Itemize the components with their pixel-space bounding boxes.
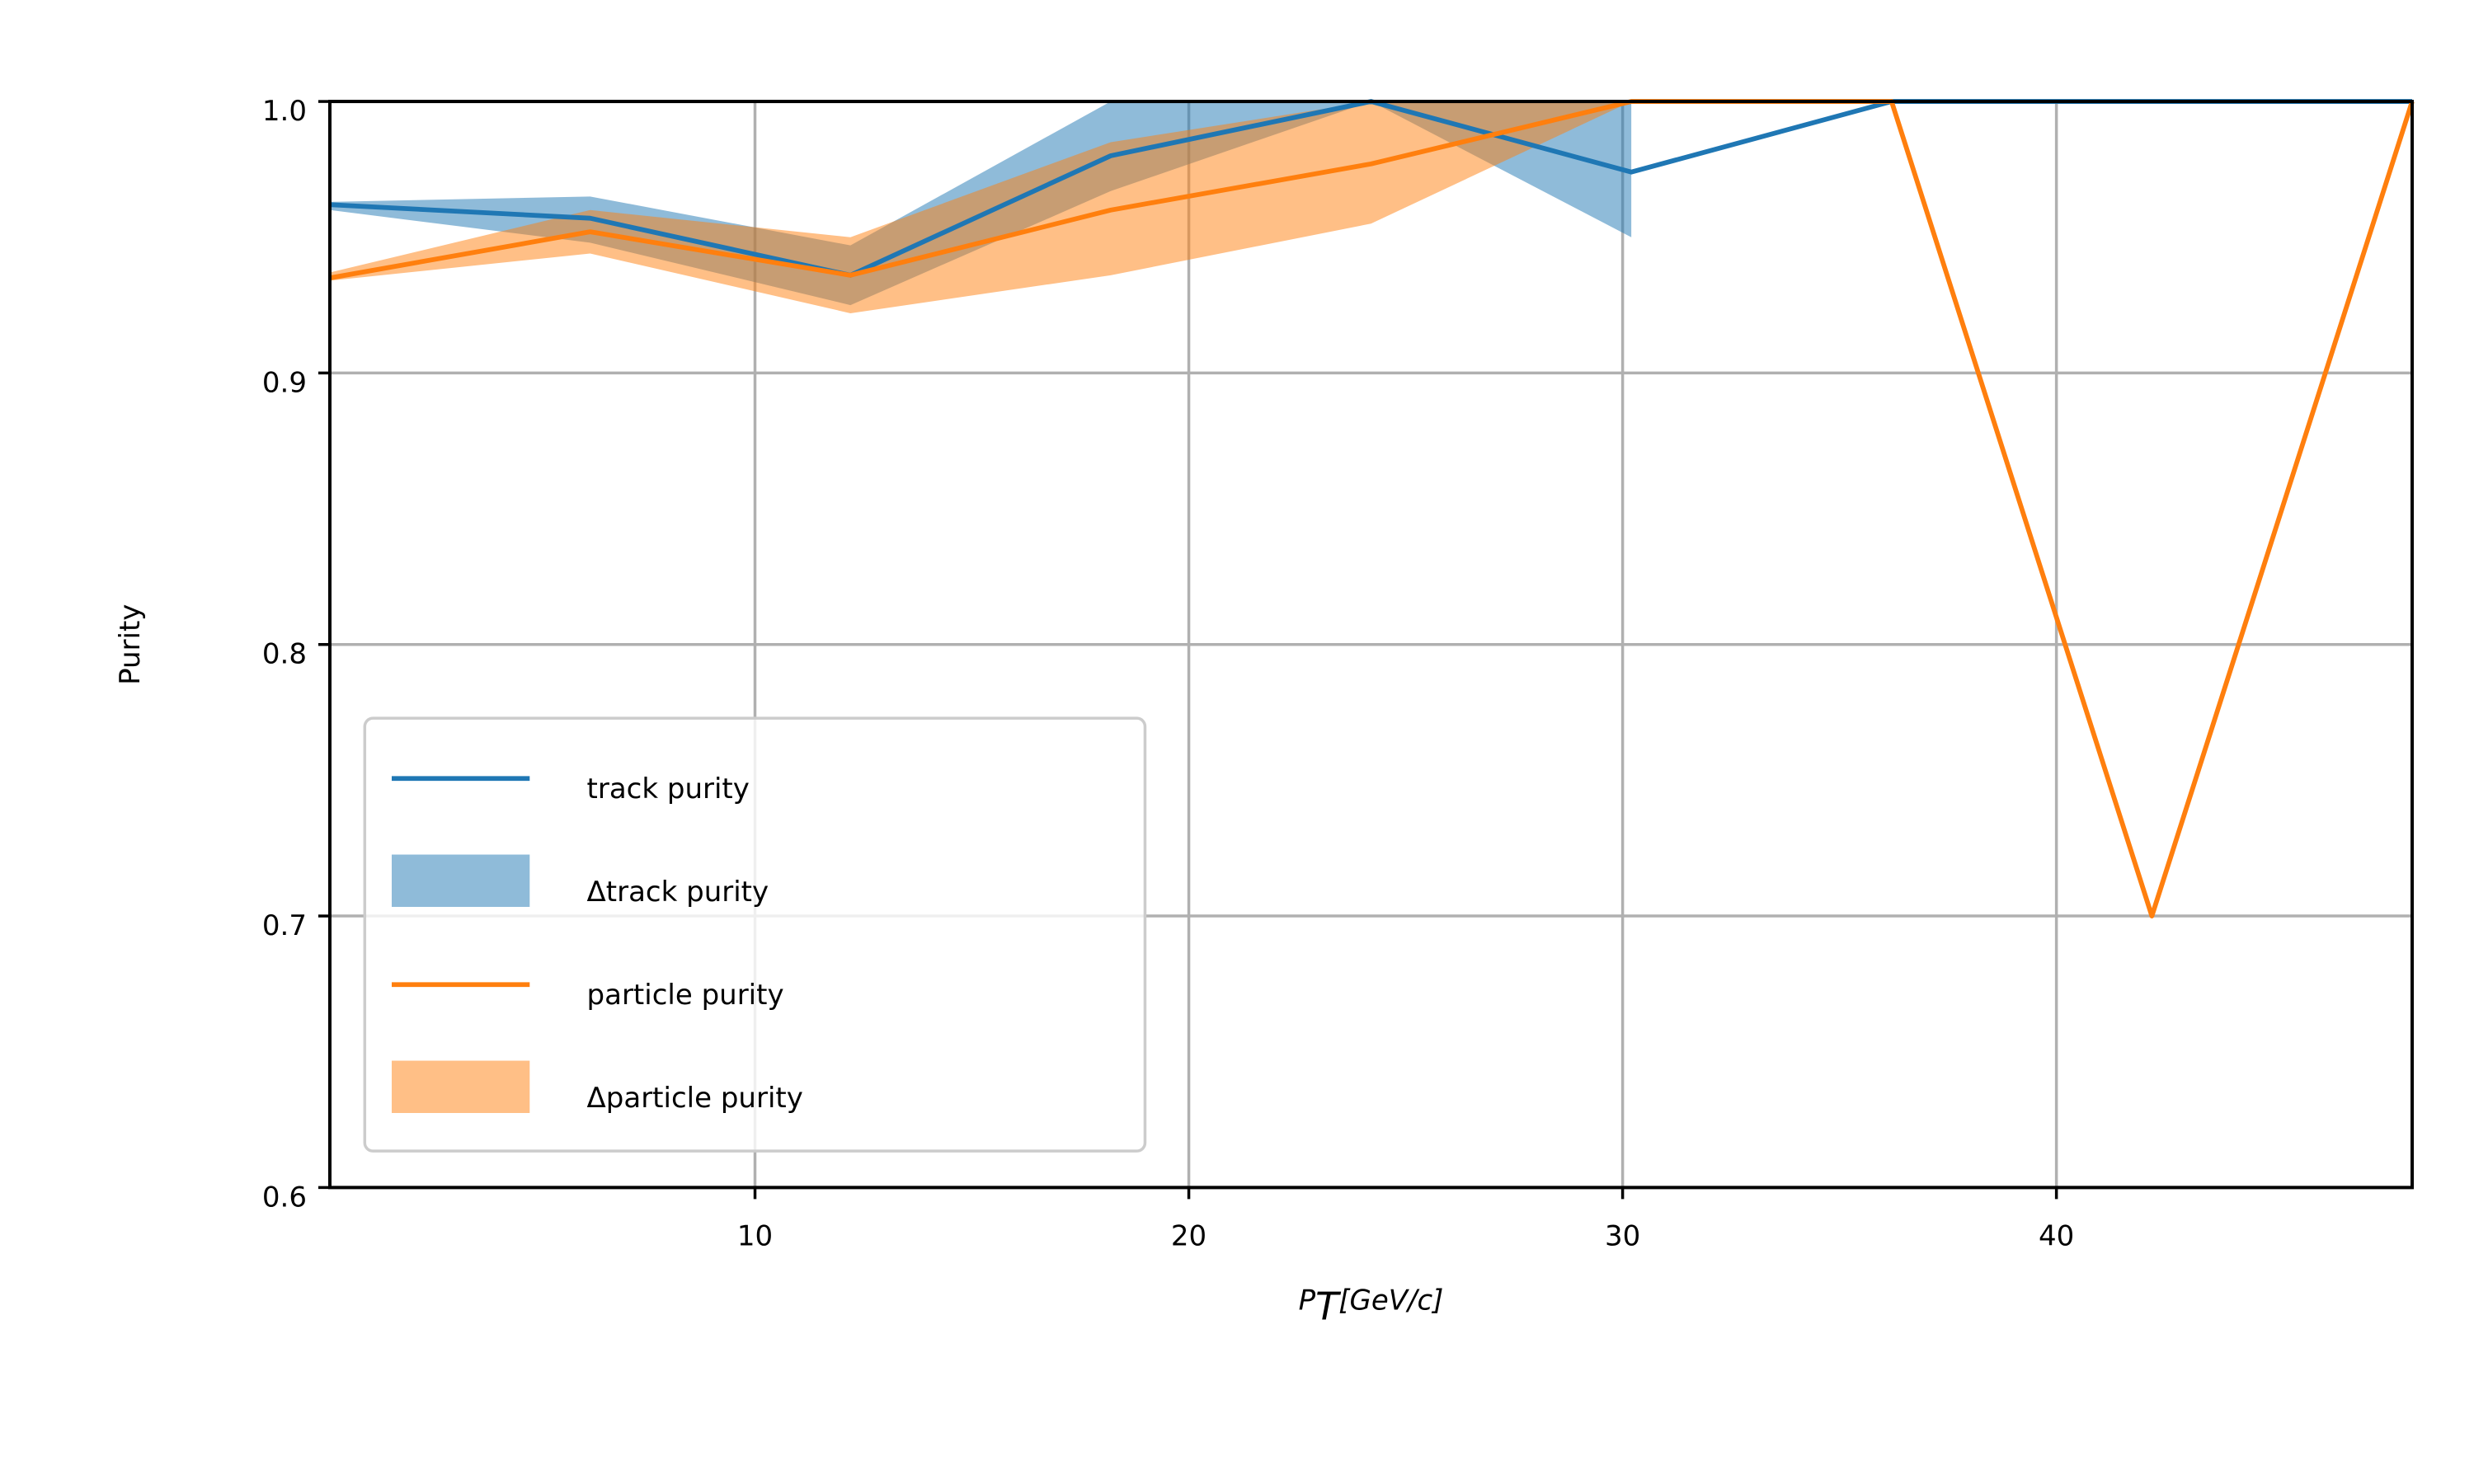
y-tick-label: 1.0: [262, 95, 307, 128]
legend-label: Δparticle purity: [587, 1082, 803, 1115]
y-axis: 0.6 0.7 0.8 0.9 1.0: [262, 95, 330, 1214]
legend-label: particle purity: [587, 979, 784, 1012]
x-tick-label: 20: [1171, 1219, 1206, 1252]
uncertainty-bands: [330, 101, 1892, 313]
y-tick-label: 0.6: [262, 1181, 307, 1214]
x-tick-label: 10: [737, 1219, 773, 1252]
series-line-2: [329, 99, 2415, 918]
y-tick-label: 0.9: [262, 366, 307, 399]
legend-swatch-band: [392, 1060, 530, 1113]
x-tick-label: 40: [2039, 1219, 2074, 1252]
legend-label: Δtrack purity: [587, 876, 769, 909]
band-3: [330, 101, 1892, 313]
x-tick-label: 30: [1605, 1219, 1640, 1252]
y-tick-label: 0.8: [262, 638, 307, 671]
legend-label: track purity: [587, 773, 750, 805]
y-axis-label: Purity: [114, 604, 147, 685]
legend-box: [363, 716, 1147, 1153]
y-tick-label: 0.7: [262, 909, 307, 942]
legend-swatch-band: [392, 854, 530, 907]
x-axis: 10 20 30 40: [737, 1187, 2074, 1252]
x-axis-label: PT[GeV/c]: [1299, 1284, 1444, 1328]
legend: track purity Δtrack purity particle purity…: [363, 716, 1147, 1153]
